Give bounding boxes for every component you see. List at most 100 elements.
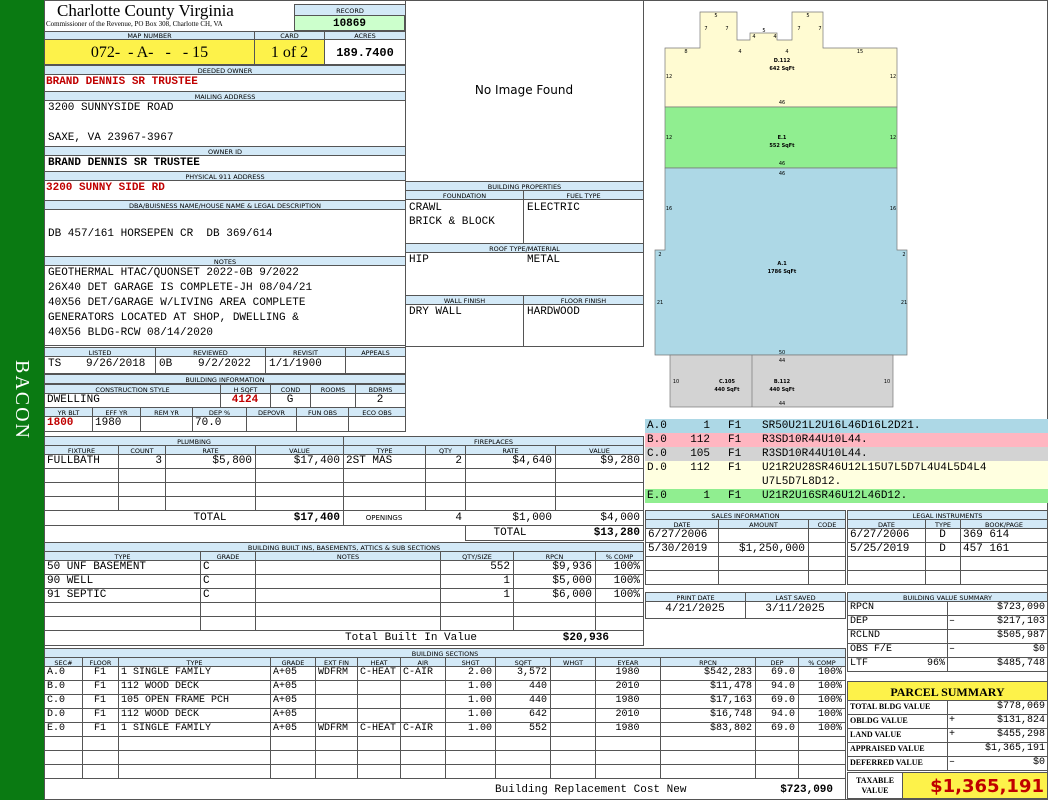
- cell: 1980: [615, 695, 640, 706]
- area-code: 112: [690, 462, 710, 474]
- dimension: 46: [779, 100, 785, 106]
- box: [44, 496, 119, 511]
- cell: 100%: [817, 681, 842, 692]
- cell: C-AIR: [403, 723, 434, 734]
- box: [345, 356, 406, 374]
- value: 1/1/1900: [269, 358, 322, 370]
- code-row: [645, 461, 1048, 489]
- code: B.0: [647, 434, 667, 446]
- box: [523, 304, 644, 347]
- box: [315, 764, 358, 779]
- box: [440, 616, 514, 631]
- cell: A+05: [273, 695, 298, 706]
- parcel-value: $1,365,191: [984, 743, 1045, 754]
- openings-label: OPENINGS: [365, 514, 403, 522]
- value: ELECTRIC: [527, 202, 580, 214]
- area-d: [664, 11, 898, 108]
- box: [513, 616, 596, 631]
- box: [315, 708, 358, 723]
- dimension: 8: [684, 49, 687, 55]
- cell: B.0: [47, 681, 66, 692]
- box: [755, 736, 799, 751]
- box: [660, 764, 756, 779]
- box: [550, 680, 596, 695]
- dimension: 12: [890, 135, 896, 141]
- cell: 94.0: [770, 709, 795, 720]
- parcel-label: TOTAL BLDG VALUE: [850, 702, 931, 711]
- cell: $83,802: [709, 723, 752, 734]
- box: [595, 616, 644, 631]
- parcel-value: $778,069: [996, 701, 1045, 712]
- value: 4124: [231, 394, 259, 406]
- floor: F1: [728, 434, 742, 446]
- vector: U21R2U16SR46U12L46D12.: [762, 490, 908, 502]
- summary-rate: 96%: [926, 658, 945, 669]
- physical-address: 3200 SUNNY SIDE RD: [46, 182, 165, 194]
- cell: A+05: [273, 667, 298, 678]
- cell: 69.0: [770, 723, 795, 734]
- box: [44, 630, 644, 646]
- code: D.0: [647, 462, 667, 474]
- label: BUILDING INFORMATION: [44, 374, 406, 384]
- box: [140, 416, 193, 432]
- box: [513, 602, 596, 617]
- box: [348, 416, 406, 432]
- box: [310, 393, 356, 408]
- cell: $542,283: [703, 667, 752, 678]
- box: [270, 764, 316, 779]
- box: [246, 416, 297, 432]
- cell: $16,748: [709, 709, 752, 720]
- taxable-label: TAXABLE VALUE: [847, 772, 903, 799]
- cell: 642: [528, 709, 547, 720]
- box: [315, 736, 358, 751]
- cell: F1: [93, 681, 106, 692]
- box: [595, 736, 661, 751]
- box: [465, 525, 644, 541]
- box: [118, 496, 166, 511]
- box: [660, 736, 756, 751]
- box: [255, 496, 344, 511]
- cell: $9,936: [552, 561, 592, 573]
- area-c-b: [669, 354, 894, 408]
- dimension: 16: [666, 206, 672, 212]
- mailing-line: 3200 SUNNYSIDE ROAD: [48, 102, 174, 114]
- cell: $17,163: [709, 695, 752, 706]
- dimension: 21: [901, 300, 907, 306]
- cell: FULLBATH: [47, 455, 100, 467]
- value: METAL: [527, 254, 561, 266]
- box: [718, 528, 809, 543]
- floor: F1: [728, 490, 742, 502]
- box: [755, 764, 799, 779]
- box: [270, 736, 316, 751]
- value: 9/26/2018: [86, 358, 146, 370]
- box: [315, 750, 358, 765]
- box: [495, 736, 551, 751]
- parcel-sign: +: [949, 715, 956, 726]
- code-row: [645, 419, 1048, 433]
- dimension: 21: [657, 300, 663, 306]
- box: [400, 750, 446, 765]
- map-number: 072- - A- - - 15: [44, 39, 255, 65]
- cell: 552: [528, 723, 547, 734]
- cell: C-HEAT: [360, 723, 397, 734]
- box: [82, 750, 119, 765]
- cell: F1: [93, 667, 106, 678]
- summary-value: $723,090: [996, 602, 1045, 613]
- dimension: 4: [738, 49, 741, 55]
- box: [808, 542, 846, 557]
- total: $723,090: [780, 784, 833, 796]
- cell: A+05: [273, 681, 298, 692]
- note-line: 26X40 DET GARAGE IS COMPLETE-JH 08/04/21: [48, 282, 313, 294]
- value: G: [286, 394, 294, 406]
- box: [718, 570, 809, 585]
- parcel-label: DEFERRED VALUE: [850, 758, 923, 767]
- box: [357, 694, 401, 709]
- summary-label: RCLND: [850, 630, 881, 641]
- value: 9/2/2022: [198, 358, 251, 370]
- box: [270, 750, 316, 765]
- county-name: Charlotte County Virginia: [57, 1, 234, 20]
- summary-sign: –: [949, 644, 956, 655]
- dimension: 4: [785, 49, 788, 55]
- code-row: [645, 433, 1048, 447]
- box: [465, 468, 556, 483]
